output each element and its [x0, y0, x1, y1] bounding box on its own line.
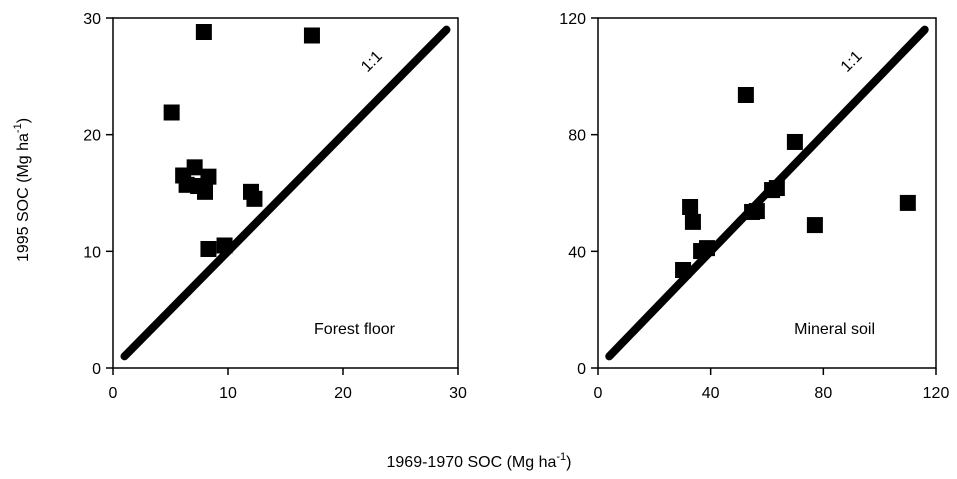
x-tick-label: 30	[449, 385, 467, 402]
plot-frame	[112, 17, 459, 369]
plot-frame	[597, 17, 937, 369]
y-tick-label: 30	[83, 11, 101, 28]
data-point	[303, 27, 320, 44]
one-to-one-label: 1:1	[358, 48, 386, 76]
x-tick-label: 10	[219, 385, 237, 402]
data-point	[195, 24, 212, 40]
data-point	[216, 237, 233, 254]
y-tick-label: 80	[568, 128, 586, 145]
data-point	[699, 240, 716, 257]
y-tick-label: 20	[83, 128, 101, 145]
data-point	[163, 104, 180, 121]
y-tick-label: 40	[568, 244, 586, 261]
x-tick-label: 0	[109, 385, 118, 402]
x-axis-label: 1969-1970 SOC (Mg ha-1)	[387, 451, 572, 471]
x-tick-label: 80	[814, 385, 832, 402]
data-point	[748, 203, 765, 220]
x-tick-label: 40	[702, 385, 720, 402]
data-point	[684, 213, 701, 230]
panel-annotation: Mineral soil	[794, 321, 875, 338]
data-point	[899, 194, 916, 211]
data-point	[682, 199, 699, 215]
one-to-one-label: 1:1	[838, 48, 866, 76]
y-tick-label: 0	[577, 361, 586, 378]
y-tick-label: 120	[559, 11, 586, 28]
data-point	[197, 183, 213, 200]
data-point	[806, 217, 823, 234]
data-point	[737, 87, 754, 103]
x-tick-label: 120	[923, 385, 950, 402]
data-point	[786, 133, 803, 150]
y-tick-label: 0	[92, 361, 101, 378]
data-point	[200, 241, 217, 257]
x-tick-label: 0	[594, 385, 603, 402]
data-point	[675, 262, 692, 278]
y-axis-label: 1995 SOC (Mg ha-1)	[12, 118, 32, 262]
x-tick-label: 20	[334, 385, 352, 402]
panel-annotation: Forest floor	[314, 321, 396, 338]
data-point	[246, 190, 263, 207]
one-to-one-line	[120, 25, 451, 361]
y-tick-label: 10	[83, 244, 101, 261]
data-point	[768, 180, 785, 197]
